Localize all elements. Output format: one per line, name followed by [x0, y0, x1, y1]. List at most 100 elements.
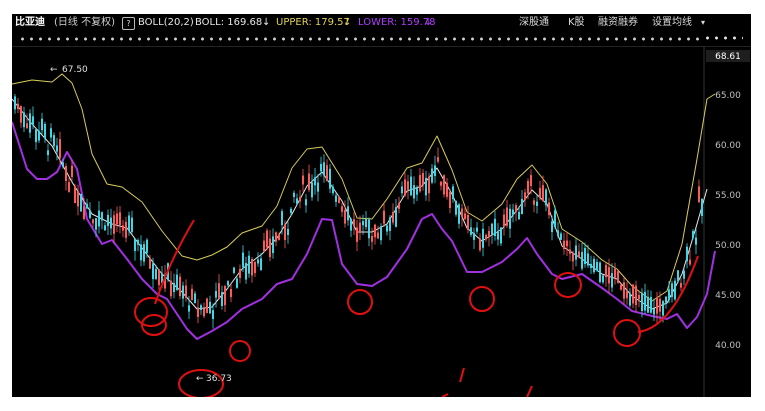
bollinger-bands [12, 73, 716, 340]
candle-body [299, 197, 301, 202]
red-circle-marker [141, 314, 167, 336]
candle-body [110, 217, 112, 229]
candle-body [98, 210, 100, 227]
candle-body [650, 296, 652, 313]
menu-item-margin[interactable]: 融资融券 [598, 17, 638, 28]
candle-body [20, 106, 22, 123]
candle-body [236, 278, 238, 288]
candle-body [95, 218, 97, 230]
candle-body [638, 294, 640, 300]
lower-down-arrow-icon: ↓ [424, 17, 433, 28]
candle-body [515, 205, 517, 213]
candle-body [215, 290, 217, 298]
upper-value: UPPER: 179.57 [276, 17, 350, 28]
candle-body [677, 270, 679, 282]
candle-body [296, 198, 298, 205]
candle-body [491, 223, 493, 235]
candle-body [170, 280, 172, 297]
period-label[interactable]: (日线 不复权) [54, 17, 115, 28]
candle-body [524, 192, 526, 200]
candle-body [257, 259, 259, 264]
candle-body [107, 214, 109, 226]
candle-body [488, 231, 490, 237]
candle-body [89, 210, 91, 218]
candle-body [362, 221, 364, 226]
stock-name[interactable]: 比亚迪 [15, 17, 45, 28]
candle-body [326, 165, 328, 182]
candle-body [623, 282, 625, 299]
candlesticks [14, 94, 703, 329]
candle-body [59, 139, 61, 158]
price-tick: 50.00 [715, 241, 741, 251]
candle-body [689, 259, 691, 265]
candle-body [272, 236, 274, 254]
help-icon[interactable]: ? [122, 17, 135, 30]
candle-body [218, 283, 220, 300]
candle-body [551, 221, 553, 233]
candle-body [683, 270, 685, 279]
high-arrow-icon: ← [50, 65, 58, 75]
candle-body [452, 186, 454, 200]
candle-body [446, 182, 448, 197]
candle-body [74, 186, 76, 203]
menu-item-kgu[interactable]: K股 [568, 17, 585, 28]
candle-body [539, 188, 541, 198]
candle-body [341, 206, 343, 212]
candle-body [461, 208, 463, 217]
candle-body [620, 284, 622, 290]
candle-body [308, 173, 310, 190]
candle-body [416, 188, 418, 195]
red-stroke-marker [526, 385, 533, 397]
candle-body [647, 296, 649, 313]
upper-down-arrow-icon: ↓ [343, 17, 352, 28]
candle-body [428, 176, 430, 194]
candle-body [281, 211, 283, 226]
candle-body [50, 128, 52, 138]
indicator-strip [12, 32, 751, 47]
dropdown-icon[interactable]: ▾ [701, 18, 706, 27]
candle-body [359, 222, 361, 233]
candle-body [47, 150, 49, 156]
price-chart[interactable]: 68.61 65.00 60.00 55.00 50.00 45.00 40.0… [12, 46, 751, 397]
price-tick: 65.00 [715, 91, 741, 101]
candle-body [155, 268, 157, 280]
candle-body [161, 273, 163, 283]
candle-body [38, 131, 40, 141]
candle-body [671, 283, 673, 297]
candle-body [398, 203, 400, 209]
chart-header: 比亚迪 (日线 不复权) ? BOLL(20,2) BOLL: 169.68 ↓… [12, 14, 751, 32]
candle-body [458, 204, 460, 224]
candle-body [251, 259, 253, 276]
candle-body [185, 285, 187, 298]
candle-body [14, 96, 16, 110]
candle-body [137, 240, 139, 245]
price-chart-svg: 68.61 65.00 60.00 55.00 50.00 45.00 40.0… [12, 46, 750, 397]
candle-body [311, 182, 313, 198]
candle-body [443, 175, 445, 195]
candle-body [146, 239, 148, 253]
candle-body [686, 246, 688, 262]
candle-body [383, 210, 385, 224]
candle-body [365, 218, 367, 228]
candle-body [140, 244, 142, 261]
candle-body [389, 217, 391, 231]
candle-body [431, 168, 433, 183]
red-stroke-marker [441, 393, 449, 397]
candle-body [659, 298, 661, 312]
candle-body [368, 219, 370, 239]
menu-item-shenguton[interactable]: 深股通 [519, 17, 549, 28]
candle-body [395, 207, 397, 227]
candle-body [467, 215, 469, 230]
candle-body [329, 168, 331, 189]
candle-body [323, 162, 325, 176]
candle-body [641, 292, 643, 311]
menu-item-ma-settings[interactable]: 设置均线 [652, 17, 692, 28]
candle-body [545, 189, 547, 206]
candle-body [320, 163, 322, 172]
candle-body [617, 271, 619, 283]
hand-drawn-markers [134, 219, 699, 397]
candle-body [200, 305, 202, 310]
boll-value: BOLL: 169.68 [195, 17, 263, 28]
candle-body [194, 293, 196, 303]
candle-body [68, 182, 70, 192]
